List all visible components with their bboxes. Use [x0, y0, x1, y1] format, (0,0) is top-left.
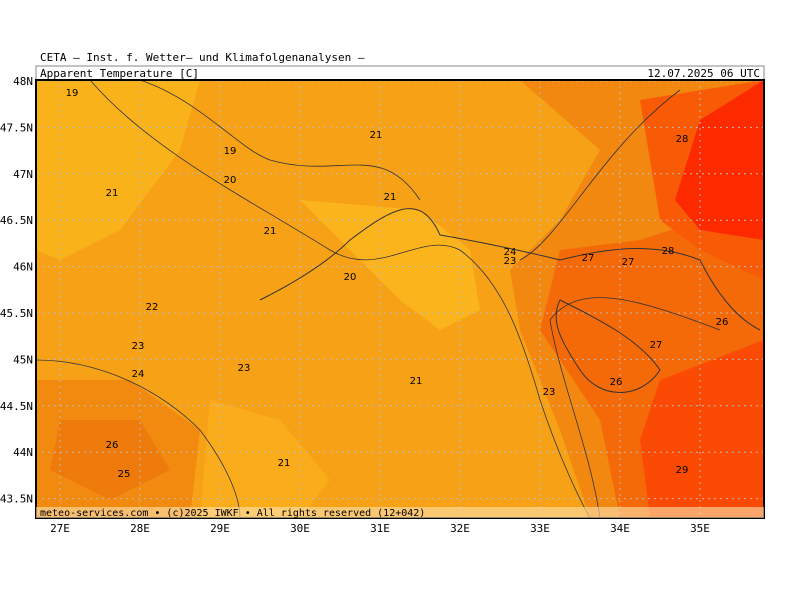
footer-bar [36, 507, 764, 518]
contours [35, 79, 721, 519]
contour-label: 19 [66, 88, 79, 99]
contour-label: 23 [238, 363, 251, 374]
lon-label: 33E [530, 522, 550, 535]
lat-label: 45N [13, 353, 33, 366]
lat-label: 47.5N [0, 121, 33, 134]
parameter: Apparent Temperature [C] [40, 67, 199, 80]
footer: meteo-services.com • (c)2025 IWKF • All … [40, 508, 425, 519]
contour-label: 26 [610, 377, 623, 388]
contour-label: 28 [676, 134, 689, 145]
contour-label: 23 [543, 387, 556, 398]
lat-label: 48N [13, 75, 33, 88]
contour-label: 23 [132, 341, 145, 352]
datetime: 12.07.2025 06 UTC [647, 67, 760, 80]
contour-label: 21 [264, 226, 277, 237]
coastline [259, 208, 761, 393]
lat-label: 44N [13, 446, 33, 459]
lon-label: 32E [450, 522, 470, 535]
contour-label: 20 [344, 272, 357, 283]
contour-label: 21 [370, 130, 383, 141]
lat-label: 46N [13, 261, 33, 274]
lon-label: 30E [290, 522, 310, 535]
contour-label: 24 [132, 369, 145, 380]
contour-label: 27 [582, 253, 595, 264]
lon-label: 29E [210, 522, 230, 535]
contour-label: 22 [146, 302, 159, 313]
lon-label: 27E [50, 522, 70, 535]
lon-label: 31E [370, 522, 390, 535]
contour-label: 26 [106, 440, 119, 451]
contour-label: 21 [410, 376, 423, 387]
contour-label: 26 [716, 317, 729, 328]
contour-label: 28 [662, 246, 675, 257]
contour-label: 25 [118, 469, 131, 480]
contour-label: 21 [278, 458, 291, 469]
contour-label: 27 [622, 257, 635, 268]
lat-label: 45.5N [0, 307, 33, 320]
contour-label: 23 [504, 256, 517, 267]
contour-label: 24 [504, 247, 517, 258]
contour-label: 27 [650, 340, 663, 351]
lon-label: 28E [130, 522, 150, 535]
contour-label: 21 [106, 188, 119, 199]
institute: CETA – Inst. f. Wetter– und Klimafolgena… [40, 51, 365, 64]
contour-label: 21 [384, 192, 397, 203]
lat-label: 43.5N [0, 493, 33, 506]
contour-label: 19 [224, 146, 237, 157]
grid [36, 80, 764, 518]
contour-label: 29 [676, 465, 689, 476]
lat-label: 46.5N [0, 214, 33, 227]
lat-label: 47N [13, 168, 33, 181]
lon-label: 34E [610, 522, 630, 535]
contour-label: 20 [224, 175, 237, 186]
lon-label: 35E [690, 522, 710, 535]
lat-label: 44.5N [0, 400, 33, 413]
